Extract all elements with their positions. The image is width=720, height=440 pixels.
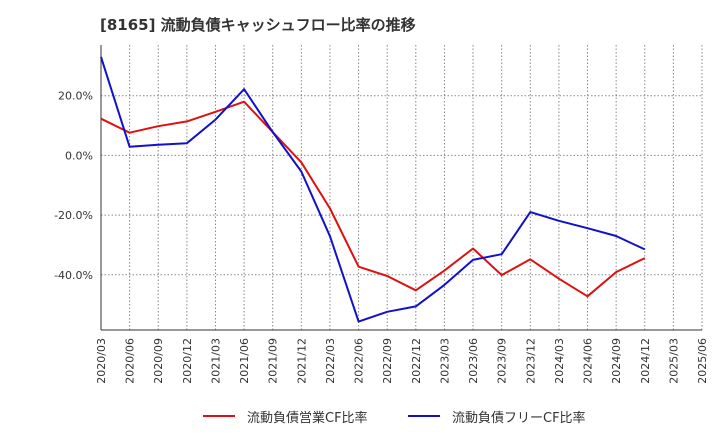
x-tick-label: 2022/09: [381, 338, 394, 384]
y-tick-label: -40.0%: [54, 269, 93, 282]
legend-item: 流動負債フリーCF比率: [408, 404, 586, 428]
x-tick-label: 2025/03: [667, 338, 680, 384]
legend-swatch: [408, 415, 440, 417]
x-tick-label: 2021/12: [295, 338, 308, 384]
x-tick-label: 2024/03: [553, 338, 566, 384]
x-tick-label: 2022/06: [353, 338, 366, 384]
x-tick-label: 2024/09: [610, 338, 623, 384]
series-line-free-cf: [100, 56, 646, 323]
y-tick-label: -20.0%: [54, 209, 93, 222]
x-tick-label: 2023/03: [438, 338, 451, 384]
x-tick-label: 2021/09: [267, 338, 280, 384]
x-tick-label: 2020/03: [95, 338, 108, 384]
x-tick-label: 2024/12: [639, 338, 652, 384]
x-tick-label: 2022/12: [410, 338, 423, 384]
y-tick-label: 0.0%: [65, 149, 93, 162]
x-tick-label: 2020/06: [124, 338, 137, 384]
x-tick-label: 2022/03: [324, 338, 337, 384]
y-tick-label: 20.0%: [58, 90, 93, 103]
x-tick-label: 2025/06: [696, 338, 709, 384]
x-tick-label: 2020/09: [152, 338, 165, 384]
x-tick-label: 2021/03: [209, 338, 222, 384]
legend-label: 流動負債営業CF比率: [247, 410, 368, 426]
x-tick-label: 2023/06: [467, 338, 480, 384]
x-tick-label: 2023/12: [524, 338, 537, 384]
x-tick-label: 2020/12: [181, 338, 194, 384]
legend: 流動負債営業CF比率 流動負債フリーCF比率: [0, 404, 720, 428]
x-tick-label: 2021/06: [238, 338, 251, 384]
series-line-operating-cf: [100, 100, 646, 298]
tick-labels: 20.0% 0.0% -20.0% -40.0% 2020/03 2020/06 2020/…: [54, 90, 709, 384]
axes: [100, 45, 702, 331]
series-lines: [100, 56, 646, 323]
x-tick-label: 2023/09: [496, 338, 509, 384]
legend-item: 流動負債営業CF比率: [203, 404, 368, 428]
legend-swatch: [203, 415, 235, 417]
gridlines: [101, 45, 703, 330]
x-tick-label: 2024/06: [582, 338, 595, 384]
chart-title: [8165] 流動負債キャッシュフロー比率の推移: [100, 16, 416, 34]
legend-label: 流動負債フリーCF比率: [452, 410, 586, 426]
